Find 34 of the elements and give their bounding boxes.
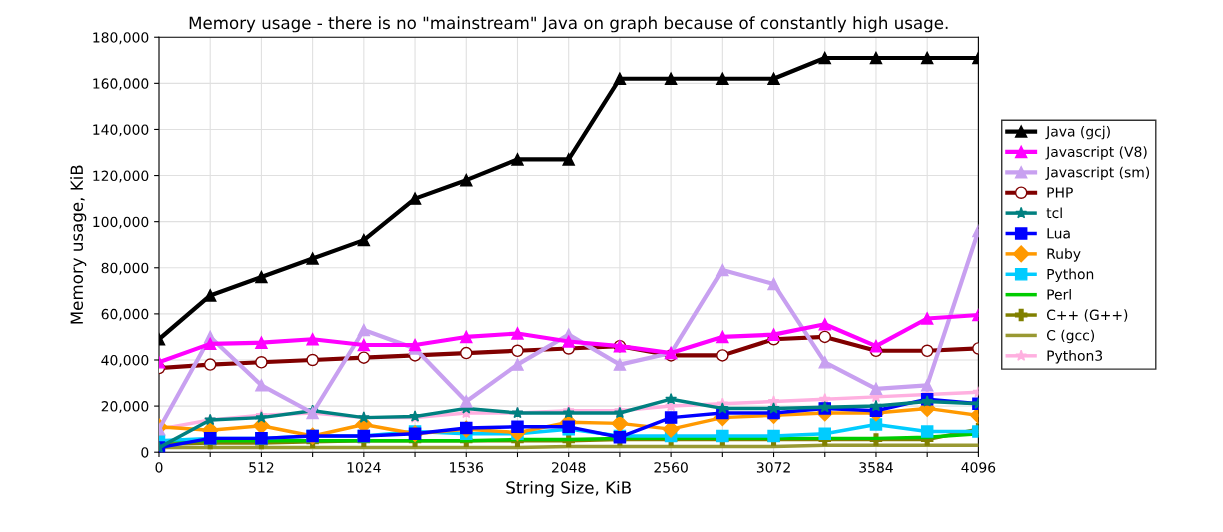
x-tick-label: 3584 <box>859 462 893 473</box>
y-axis-title: Memory usage, KiB <box>70 165 87 324</box>
y-tick-label: 40,000 <box>101 354 149 367</box>
legend-label: PHP <box>1047 187 1073 198</box>
legend-label: C++ (G++) <box>1046 309 1128 322</box>
x-tick-label: 512 <box>249 462 274 473</box>
x-axis-title: String Size, KiB <box>506 480 631 498</box>
y-tick-label: 180,000 <box>93 32 149 45</box>
y-tick-label: 120,000 <box>93 170 149 183</box>
x-tick-label: 4096 <box>961 462 996 473</box>
legend-label: Perl <box>1047 288 1071 300</box>
y-tick-label: 20,000 <box>101 401 149 413</box>
y-tick-label: 140,000 <box>93 124 149 137</box>
chart-title: Memory usage - there is no "mainstream" Java on graph because of constantly high usage. <box>189 16 948 33</box>
x-tick-label: 2560 <box>654 462 688 473</box>
legend-label: Javascript (V8) <box>1045 146 1147 160</box>
y-tick-label: 60,000 <box>101 308 149 321</box>
legend-label: Lua <box>1047 228 1070 239</box>
legend-label: C (gcc) <box>1046 329 1095 344</box>
legend-label: tcl <box>1046 207 1062 219</box>
x-tick-label: 2048 <box>552 462 586 473</box>
x-tick-label: 3072 <box>756 462 790 473</box>
y-tick-label: 0 <box>141 447 149 458</box>
legend-label: Java (gcj) <box>1045 125 1110 140</box>
y-tick-label: 100,000 <box>93 216 149 229</box>
legend-label: Python <box>1047 268 1094 283</box>
y-tick-label: 80,000 <box>101 262 149 275</box>
y-tick-label: 160,000 <box>93 78 149 91</box>
legend-label: Python3 <box>1047 350 1103 364</box>
x-tick-label: 0 <box>155 462 163 473</box>
x-tick-label: 1536 <box>450 462 484 473</box>
x-tick-label: 1024 <box>347 462 381 473</box>
legend-label: Ruby <box>1047 248 1081 262</box>
legend-label: Javascript (sm) <box>1045 166 1150 181</box>
